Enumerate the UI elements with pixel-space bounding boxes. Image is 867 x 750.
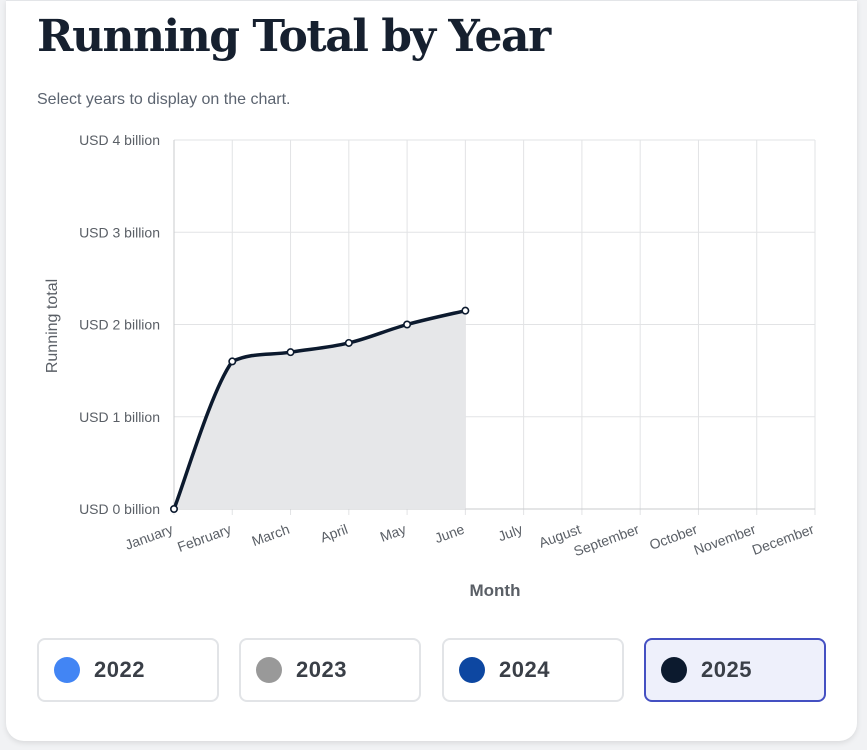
x-tick-label: February <box>175 521 233 555</box>
y-tick-label: USD 1 billion <box>79 409 160 425</box>
x-tick-label: April <box>318 521 350 546</box>
y-tick-label: USD 2 billion <box>79 317 160 333</box>
legend-button-2023[interactable]: 2023 <box>239 638 421 702</box>
chart-card: Running Total by Year Select years to di… <box>6 0 857 741</box>
x-tick-label: March <box>250 521 292 549</box>
page-subtitle: Select years to display on the chart. <box>37 91 291 108</box>
legend-label: 2024 <box>499 657 550 682</box>
x-tick-label: July <box>496 521 525 545</box>
y-axis-ticks: USD 0 billion USD 1 billion USD 2 billion U… <box>79 132 160 517</box>
x-tick-label: October <box>647 521 700 553</box>
data-point[interactable] <box>344 338 353 347</box>
color-swatch-icon <box>256 657 282 683</box>
data-point[interactable] <box>228 357 237 366</box>
x-tick-label: January <box>123 521 175 553</box>
legend-button-2022[interactable]: 2022 <box>37 638 219 702</box>
series-area <box>174 310 466 509</box>
color-swatch-icon <box>54 657 80 683</box>
x-tick-label: May <box>378 521 408 545</box>
legend-button-2024[interactable]: 2024 <box>442 638 624 702</box>
x-axis-label: Month <box>470 581 521 600</box>
y-tick-label: USD 4 billion <box>79 132 160 148</box>
y-tick-label: USD 3 billion <box>79 224 160 240</box>
legend-label: 2025 <box>701 657 752 682</box>
legend-button-2025[interactable]: 2025 <box>644 638 826 702</box>
x-tick-label: September <box>571 521 641 560</box>
y-axis-label: Running total <box>44 279 61 373</box>
color-swatch-icon <box>459 657 485 683</box>
color-swatch-icon <box>661 657 687 683</box>
data-point[interactable] <box>403 320 412 329</box>
data-point[interactable] <box>286 348 295 357</box>
running-total-chart: USD 0 billion USD 1 billion USD 2 billion U… <box>44 132 817 600</box>
legend-label: 2023 <box>296 657 347 682</box>
legend-label: 2022 <box>94 657 145 682</box>
x-tick-label: June <box>432 521 466 546</box>
series-points <box>170 306 470 513</box>
x-axis-ticks: January February March April May June July Augu… <box>123 521 817 560</box>
x-tick-label: December <box>750 521 816 558</box>
y-tick-label: USD 0 billion <box>79 501 160 517</box>
data-point[interactable] <box>461 306 470 315</box>
data-point[interactable] <box>170 504 179 513</box>
x-tick-label: November <box>692 521 758 558</box>
page-title: Running Total by Year <box>37 11 551 62</box>
series-area-2025 <box>174 310 466 509</box>
